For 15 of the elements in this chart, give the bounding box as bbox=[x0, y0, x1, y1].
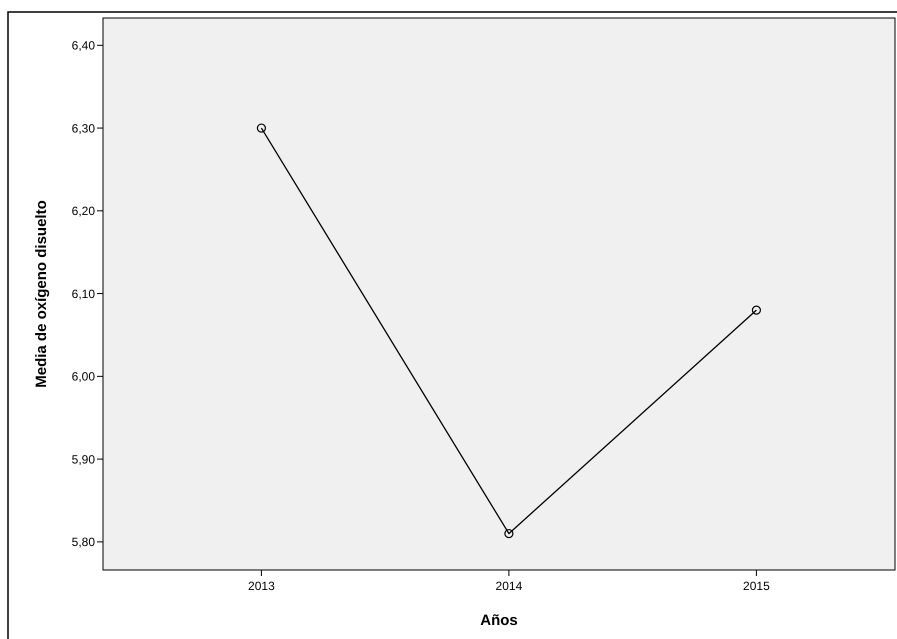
x-tick-label: 2013 bbox=[248, 579, 276, 593]
y-tick-label: 6,40 bbox=[72, 38, 96, 53]
x-tick-label: 2015 bbox=[743, 579, 770, 593]
y-axis-title: Media de oxígeno disuelto bbox=[33, 200, 50, 388]
y-tick-label: 5,90 bbox=[72, 452, 96, 466]
y-tick-label: 6,10 bbox=[72, 286, 96, 301]
y-tick-label: 5,80 bbox=[72, 535, 96, 550]
x-tick-label: 2014 bbox=[496, 579, 523, 593]
y-tick-label: 6,00 bbox=[72, 370, 96, 384]
x-axis-title: Años bbox=[480, 612, 518, 629]
y-tick-label: 6,20 bbox=[72, 204, 96, 218]
point bbox=[504, 528, 514, 538]
point bbox=[752, 306, 761, 315]
y-tick-label: 6,30 bbox=[72, 121, 96, 136]
point bbox=[256, 123, 266, 133]
